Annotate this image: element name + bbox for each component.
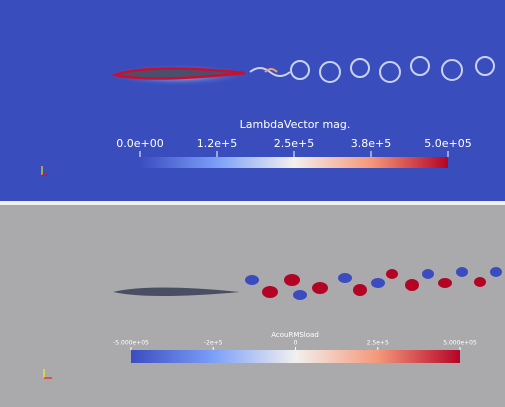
colorbar-label: 0 — [294, 340, 298, 347]
screenshot: LambdaVector mag. 0.0e+00 1.2e+5 2.5e+5 3.8… — [0, 0, 505, 407]
page: {"top_view":{"colorbar":{"title":"Lambda… — [0, 0, 505, 407]
colorbar — [131, 350, 460, 363]
colorbar-label: -2e+5 — [204, 340, 223, 347]
colorbar-label: 2.5e+5 — [367, 340, 389, 347]
colorbar — [140, 157, 448, 168]
top-viewport — [0, 0, 505, 201]
divider — [0, 201, 505, 205]
bottom-viewport — [0, 205, 505, 407]
colorbar-label: 3.8e+5 — [351, 137, 391, 150]
colorbar-label: -5.000e+05 — [113, 340, 149, 347]
colorbar-label: 1.2e+5 — [197, 137, 237, 150]
colorbar-label: 2.5e+5 — [274, 137, 314, 150]
colorbar-title: AcouRMSload — [271, 331, 319, 339]
colorbar-title: LambdaVector mag. — [240, 118, 351, 131]
colorbar-label: 5.0e+05 — [424, 137, 471, 150]
colorbar-label: 0.0e+00 — [116, 137, 163, 150]
colorbar-label: 5.000e+05 — [443, 340, 477, 347]
